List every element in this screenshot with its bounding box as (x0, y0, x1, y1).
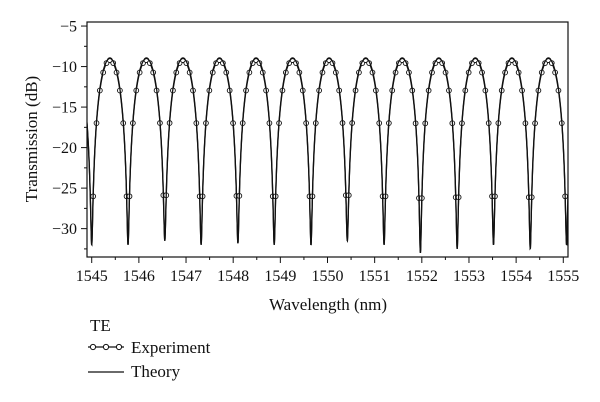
x-tick-label: 1551 (359, 268, 391, 285)
plot-frame (86, 21, 569, 258)
legend-title: TE (90, 316, 111, 335)
x-tick-label: 1549 (264, 268, 296, 285)
x-tick-label: 1548 (217, 268, 249, 285)
x-axis-title: Wavelength (nm) (269, 295, 387, 314)
x-tick-label: 1550 (312, 268, 344, 285)
theory-curve (87, 57, 568, 254)
legend: TE Experiment Theory (88, 316, 211, 381)
y-tick-label: −15 (52, 100, 77, 117)
legend-experiment-marker (115, 343, 123, 351)
y-tick-label: −10 (52, 59, 77, 76)
axes: 1545 1546 1547 1548 1549 1550 1551 1552 1553 1554… (52, 19, 579, 285)
y-tick-label: −25 (52, 181, 77, 198)
legend-experiment-marker (102, 343, 110, 351)
y-tick-label: −5 (60, 19, 77, 36)
y-axis-title: Transmission (dB) (22, 76, 41, 202)
x-tick-label: 1552 (406, 268, 438, 285)
x-tick-label: 1547 (170, 268, 202, 285)
x-tick-label: 1554 (500, 268, 532, 285)
y-tick-label: −30 (52, 221, 77, 238)
series-layer (87, 57, 568, 254)
legend-experiment-marker (89, 343, 97, 351)
x-tick-label: 1555 (547, 268, 579, 285)
legend-theory-label: Theory (131, 362, 181, 381)
x-tick-label: 1545 (76, 268, 108, 285)
x-tick-label: 1546 (123, 268, 155, 285)
x-tick-label: 1553 (453, 268, 485, 285)
plot-area (87, 57, 568, 254)
legend-experiment-label: Experiment (131, 338, 211, 357)
y-tick-label: −20 (52, 140, 77, 157)
